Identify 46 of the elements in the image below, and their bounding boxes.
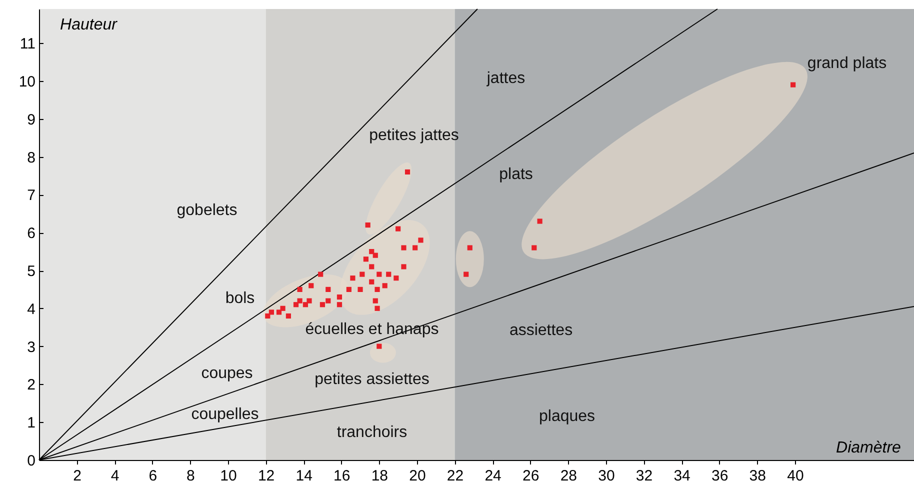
x-tick-label: 10 bbox=[220, 468, 237, 483]
y-tick-label: 2 bbox=[27, 376, 36, 394]
x-tick-label: 18 bbox=[371, 468, 388, 483]
x-tick-label: 36 bbox=[712, 468, 728, 483]
x-tick-label: 6 bbox=[148, 468, 158, 483]
y-tick-label: 9 bbox=[27, 111, 36, 128]
annotation: assiettes bbox=[509, 322, 573, 339]
x-tick-label: 40 bbox=[787, 468, 804, 483]
annotation: plats bbox=[499, 166, 533, 183]
x-tick-label: 22 bbox=[446, 468, 464, 483]
annotation: gobelets bbox=[176, 202, 238, 219]
annotation: coupelles bbox=[191, 406, 259, 423]
x-tick-label: 30 bbox=[598, 468, 615, 483]
y-tick-label: 5 bbox=[27, 263, 36, 280]
x-tick-label: 4 bbox=[110, 468, 120, 483]
x-tick-label: 2 bbox=[73, 468, 82, 483]
y-tick-label: 10 bbox=[18, 74, 36, 91]
x-axis-title: Diamètre bbox=[836, 440, 902, 456]
y-axis-title: Hauteur bbox=[60, 16, 118, 34]
annotation: petites jattes bbox=[369, 127, 459, 144]
annotation: bols bbox=[225, 290, 255, 307]
x-tick-label: 12 bbox=[258, 468, 275, 483]
x-tick-label: 20 bbox=[409, 468, 426, 483]
annotation: coupes bbox=[201, 365, 253, 382]
y-tick-label: 7 bbox=[27, 187, 36, 204]
x-tick-label: 32 bbox=[636, 468, 653, 483]
y-tick-label: 6 bbox=[27, 225, 36, 242]
annotation: petites assiettes bbox=[314, 371, 430, 388]
y-tick-label: 11 bbox=[20, 36, 36, 53]
x-tick-label: 8 bbox=[186, 468, 195, 483]
x-tick-label: 16 bbox=[334, 468, 350, 483]
annotation: jattes bbox=[486, 70, 526, 87]
x-tick-label: 34 bbox=[674, 468, 690, 483]
x-tick-label: 14 bbox=[296, 468, 312, 483]
x-tick-label: 24 bbox=[484, 468, 502, 483]
x-tick-label: 38 bbox=[749, 468, 766, 483]
y-tick-label: 4 bbox=[27, 300, 36, 318]
annotation: grand plats bbox=[807, 55, 887, 72]
y-tick-label: 8 bbox=[27, 149, 36, 166]
x-tick-label: 28 bbox=[560, 468, 577, 483]
y-tick-label: 3 bbox=[27, 338, 36, 356]
y-tick-label: 0 bbox=[27, 452, 36, 470]
annotation: plaques bbox=[538, 408, 596, 425]
x-tick-label: 26 bbox=[522, 468, 540, 483]
y-tick-label: 1 bbox=[27, 414, 36, 432]
annotation: tranchoirs bbox=[336, 424, 408, 441]
